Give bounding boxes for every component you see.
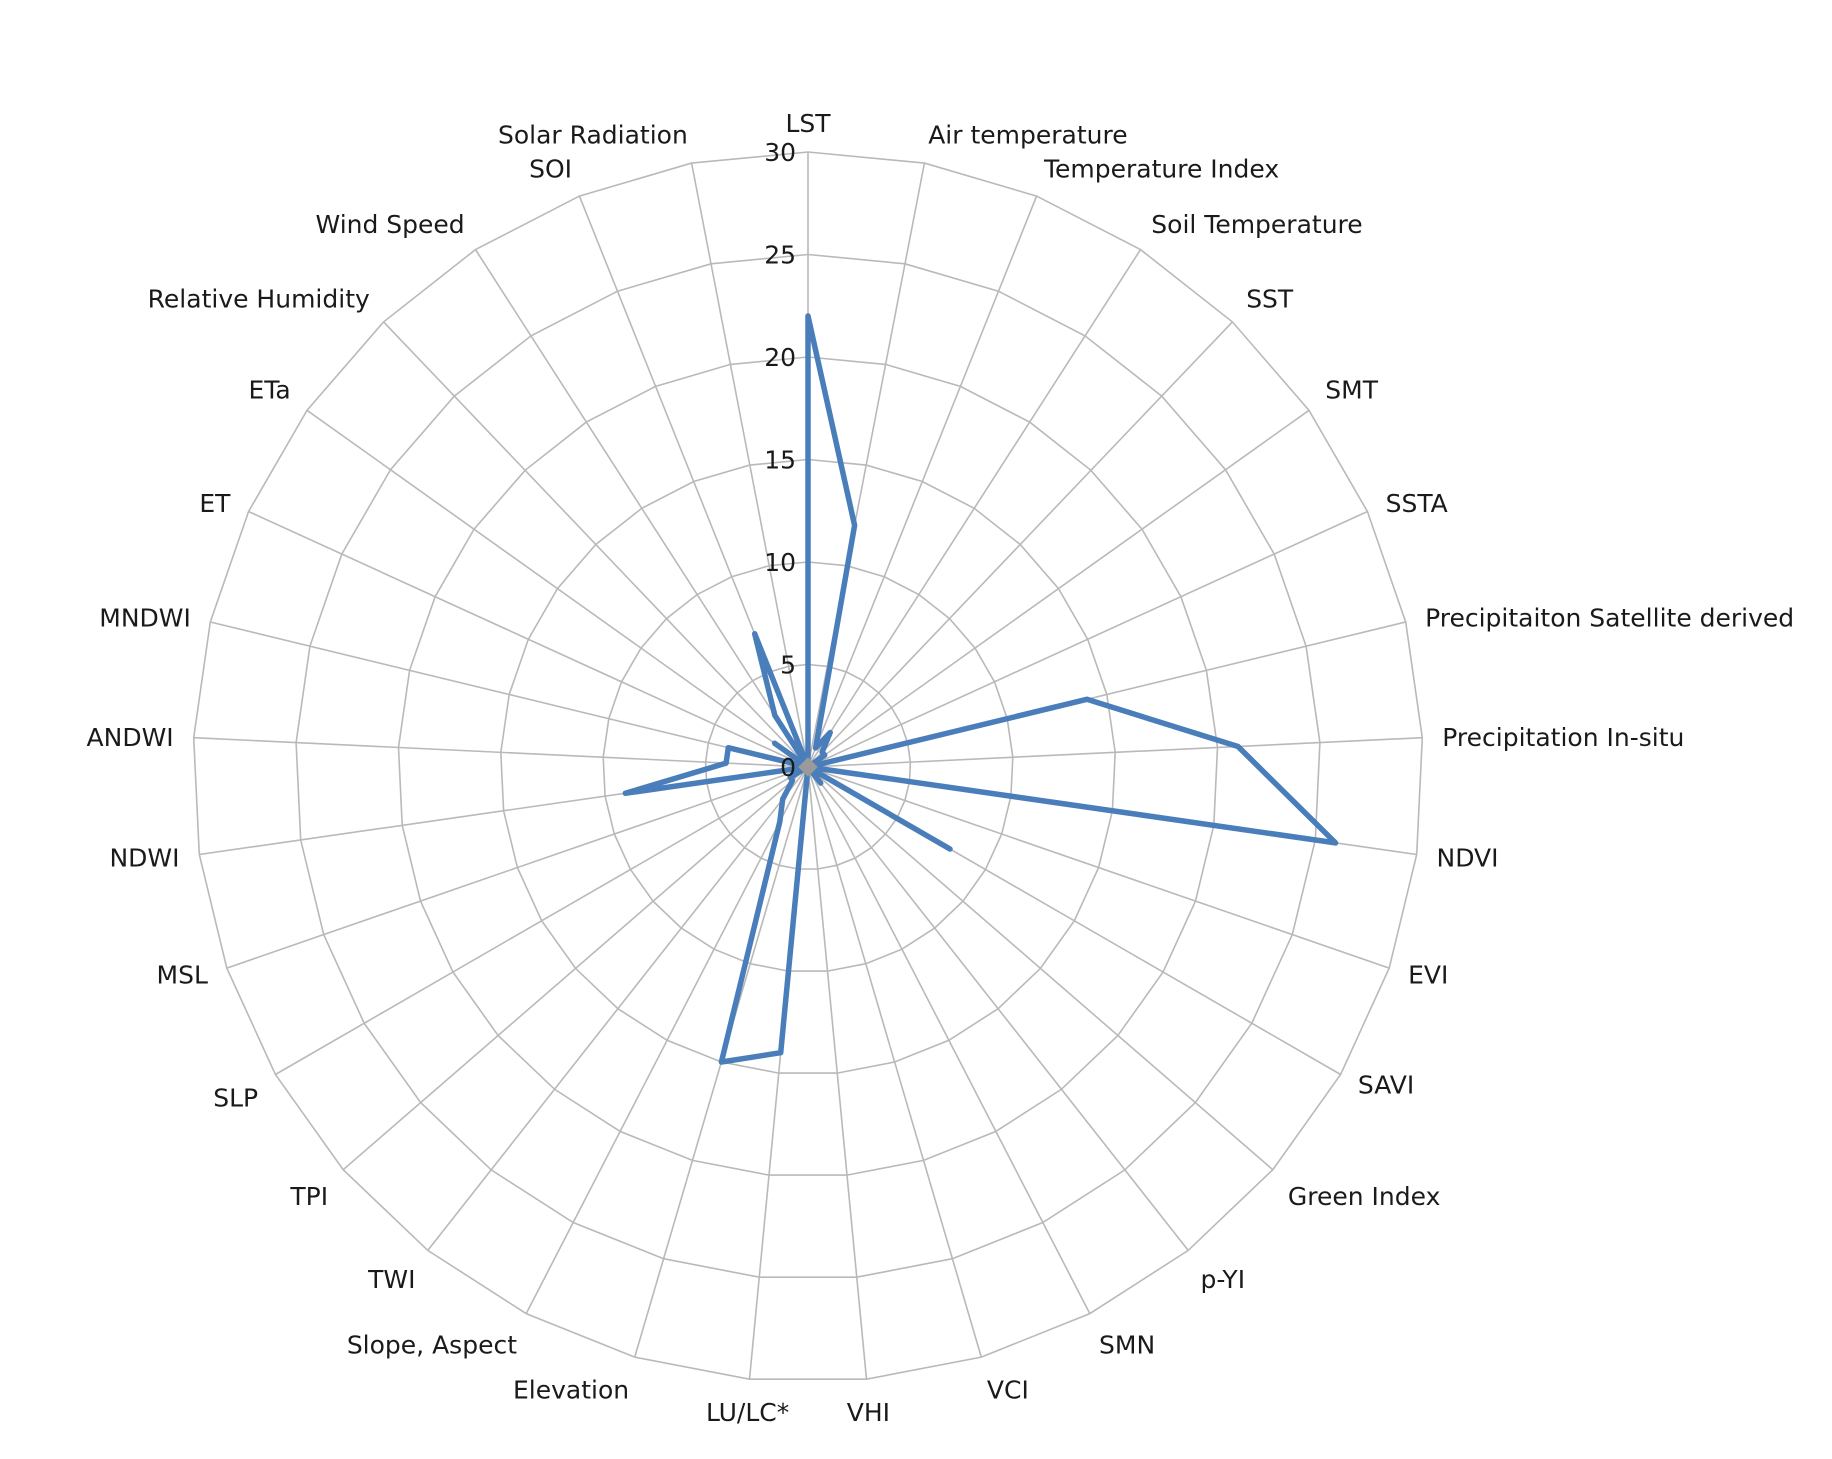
spoke [226,766,809,969]
category-label: Wind Speed [316,210,465,239]
series-line [622,313,1339,1065]
grid-ring-10 [602,561,1014,972]
grid-ring-20 [397,356,1219,1176]
spoke [807,766,1189,1251]
category-label: LU/LC* [706,1398,789,1427]
category-label: SSTA [1386,489,1448,518]
category-label: TWI [367,1265,415,1294]
tick-label: 30 [764,138,796,167]
spoke [248,510,809,768]
tick-label: 20 [764,343,796,372]
category-label: EVI [1408,961,1448,990]
grid-ring-5 [704,663,912,870]
spoke [210,621,809,768]
category-label: Precipitation In-situ [1442,723,1684,752]
category-label: ETa [248,376,290,405]
spoke [690,162,809,768]
tick-label: 10 [764,548,796,577]
category-label: LST [785,109,831,138]
category-label: MNDWI [99,603,191,632]
category-label: Soil Temperature [1151,210,1362,239]
tick-label: 5 [780,651,796,680]
spoke [306,409,809,768]
category-label: p-YI [1201,1265,1246,1294]
category-label: Slope, Aspect [347,1330,517,1359]
spoke [474,249,809,768]
category-label: Relative Humidity [148,284,370,313]
spoke [807,766,1274,1171]
category-label: SST [1246,284,1294,313]
category-label: SAVI [1358,1071,1414,1100]
category-label: ANDWI [87,723,174,752]
spoke [807,195,1038,768]
category-label: NDWI [109,843,179,872]
tick-label: 25 [764,241,796,270]
category-labels: LST Air temperature Temperature Index Soil … [87,109,1795,1427]
spoke [807,249,1142,768]
category-label: Solar Radiation [498,121,688,150]
spoke [807,766,983,1358]
category-label: MSL [157,961,208,990]
grid-ring-25 [295,253,1321,1278]
spoke [427,766,809,1251]
category-label: Precipitaiton Satellite derived [1425,603,1794,632]
spoke [193,736,809,768]
spoke [807,766,868,1380]
center-marker [798,757,818,777]
category-label: VHI [847,1398,890,1427]
category-label: Green Index [1288,1182,1440,1211]
spoke [342,766,809,1171]
category-label: Air temperature [928,121,1127,150]
spoke [807,736,1423,768]
category-label: Elevation [513,1375,629,1404]
category-label: SMT [1325,376,1378,405]
spoke [807,321,1233,768]
tick-label: 0 [780,753,796,782]
spoke [274,766,809,1076]
category-label: SMN [1099,1330,1155,1359]
spoke [807,766,1390,969]
category-label: NDVI [1437,843,1499,872]
spoke [383,321,809,768]
spoke [525,766,809,1314]
radial-tick-labels: 0 5 10 15 20 25 30 [764,138,796,782]
category-label: SLP [213,1084,258,1113]
category-label: SOI [529,155,572,184]
tick-label: 15 [764,446,796,475]
category-label: Temperature Index [1043,155,1279,184]
spoke [807,766,1091,1314]
radar-series [622,313,1339,1065]
grid-ring-15 [499,458,1117,1074]
spoke [807,510,1368,768]
category-label: VCI [987,1375,1029,1404]
grid-ring-30 [192,151,1424,1380]
spoke [807,409,1310,768]
category-label: ET [199,489,231,518]
category-label: TPI [289,1182,328,1211]
